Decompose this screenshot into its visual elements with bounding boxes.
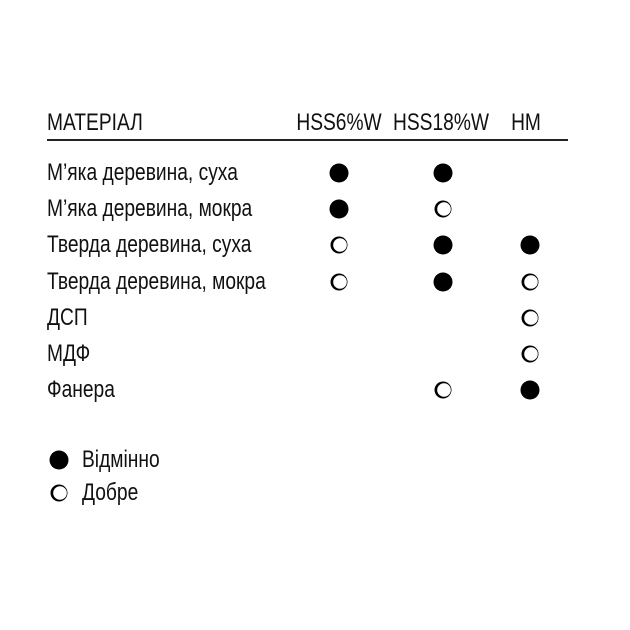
header-material: МАТЕРІАЛ [47,109,143,136]
row-label: Тверда деревина, мокра [47,268,266,295]
open-circle-icon [329,235,349,255]
row-label: М’яка деревина, мокра [47,195,253,222]
row-label: МДФ [47,340,91,367]
open-circle-icon [433,199,453,219]
filled-circle-icon [520,235,540,255]
row-label: Тверда деревина, суха [47,231,252,258]
open-circle-icon [520,344,540,364]
header-hm: HM [511,109,541,136]
filled-circle-icon [49,450,69,470]
row-label: М’яка деревина, суха [47,159,238,186]
legend-excellent: Відмінно [82,446,160,473]
row-label: Фанера [47,376,115,403]
header-divider [47,139,568,141]
filled-circle-icon [433,235,453,255]
filled-circle-icon [520,380,540,400]
filled-circle-icon [329,163,349,183]
legend-good: Добре [82,479,139,506]
row-label: ДСП [47,304,88,331]
filled-circle-icon [329,199,349,219]
open-circle-icon [520,308,540,328]
header-hss6: HSS6%W [296,109,382,136]
open-circle-icon [49,483,69,503]
header-hss18: HSS18%W [393,109,490,136]
open-circle-icon [520,272,540,292]
filled-circle-icon [433,272,453,292]
filled-circle-icon [433,163,453,183]
open-circle-icon [329,272,349,292]
open-circle-icon [433,380,453,400]
